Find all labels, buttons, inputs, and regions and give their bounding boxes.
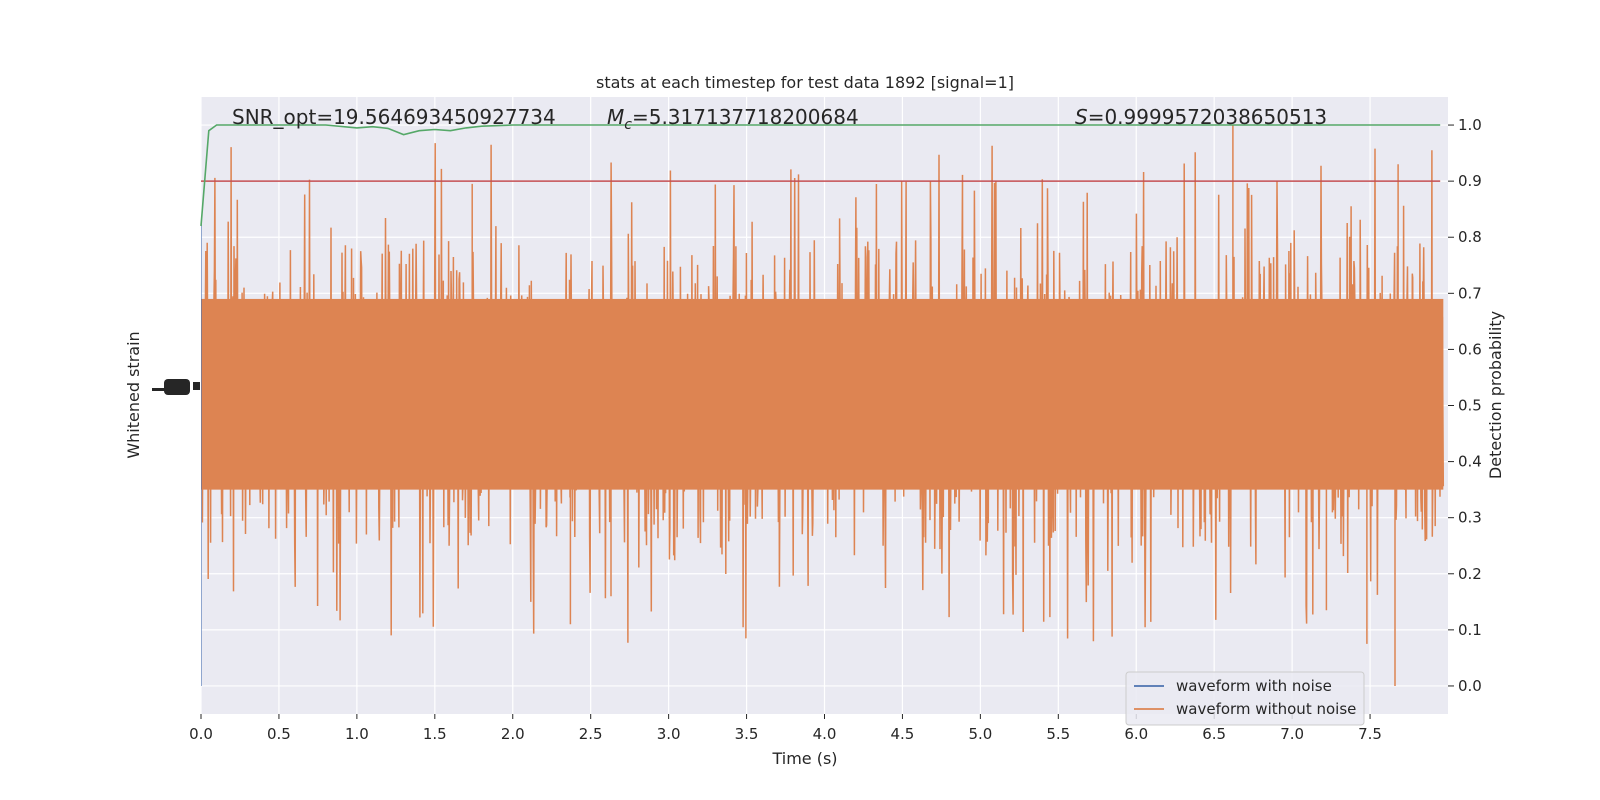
s-annotation: S=0.9999572038650513 xyxy=(1075,105,1327,129)
waveform-core-band xyxy=(201,298,1444,490)
mc-value: =5.317137718200684 xyxy=(632,105,859,129)
left-axis-label: Whitened strain xyxy=(124,331,143,458)
x-tick-label: 3.5 xyxy=(735,725,759,743)
legend-label-clean: waveform without noise xyxy=(1176,700,1356,718)
x-axis-label: Time (s) xyxy=(771,749,837,768)
right-tick-label: 0.4 xyxy=(1458,453,1482,471)
left-axis xyxy=(152,379,200,395)
s-value: =0.9999572038650513 xyxy=(1088,105,1327,129)
right-tick-label: 0.3 xyxy=(1458,509,1482,527)
x-tick-label: 1.5 xyxy=(423,725,447,743)
x-tick-label: 6.5 xyxy=(1202,725,1226,743)
x-tick-label: 4.5 xyxy=(891,725,915,743)
x-tick-label: 0.0 xyxy=(189,725,213,743)
right-tick-label: 0.9 xyxy=(1458,172,1482,190)
x-tick-label: 4.0 xyxy=(813,725,837,743)
right-axis: 0.0 0.1 0.2 0.3 0.4 0.5 0.6 0.7 0.8 0.9 1.0 xyxy=(1448,116,1482,695)
series-layer xyxy=(200,124,1445,686)
x-tick-label: 2.0 xyxy=(501,725,525,743)
right-tick-label: 0.8 xyxy=(1458,228,1482,246)
right-tick-label: 0.6 xyxy=(1458,340,1482,358)
left-tick-glyph xyxy=(152,388,166,391)
right-tick-label: 1.0 xyxy=(1458,116,1482,134)
legend-label-noise: waveform with noise xyxy=(1176,677,1332,695)
x-axis: 0.0 0.5 1.0 1.5 2.0 2.5 3.0 3.5 4.0 4.5 5.0 5.5 6.0 6… xyxy=(189,714,1382,743)
x-tick-label: 7.0 xyxy=(1280,725,1304,743)
x-tick-label: 3.0 xyxy=(657,725,681,743)
detection-probability-line xyxy=(200,124,1441,227)
legend-box xyxy=(1125,671,1365,726)
right-tick-label: 0.7 xyxy=(1458,284,1482,302)
mc-subscript: c xyxy=(624,117,632,133)
right-tick-label: 0.1 xyxy=(1458,621,1482,639)
left-tick-glyph xyxy=(193,382,200,390)
left-tick-glyph xyxy=(164,379,190,395)
x-tick-label: 0.5 xyxy=(267,725,291,743)
chart-title: stats at each timestep for test data 189… xyxy=(596,73,1014,92)
right-axis-label: Detection probability xyxy=(1486,311,1505,479)
right-tick-label: 0.0 xyxy=(1458,677,1482,695)
s-symbol: S xyxy=(1075,105,1088,129)
mc-annotation: Mc=5.317137718200684 xyxy=(607,105,859,133)
right-tick-label: 0.5 xyxy=(1458,397,1482,415)
legend: waveform with noise waveform without noi… xyxy=(1125,671,1365,726)
x-tick-label: 1.0 xyxy=(345,725,369,743)
x-tick-label: 7.5 xyxy=(1358,725,1382,743)
x-tick-label: 5.5 xyxy=(1046,725,1070,743)
mc-symbol: M xyxy=(607,105,624,129)
x-tick-label: 2.5 xyxy=(579,725,603,743)
x-tick-label: 5.0 xyxy=(968,725,992,743)
x-tick-label: 6.0 xyxy=(1124,725,1148,743)
right-tick-label: 0.2 xyxy=(1458,565,1482,583)
snr-annotation: SNR_opt=19.564693450927734 xyxy=(232,105,556,129)
